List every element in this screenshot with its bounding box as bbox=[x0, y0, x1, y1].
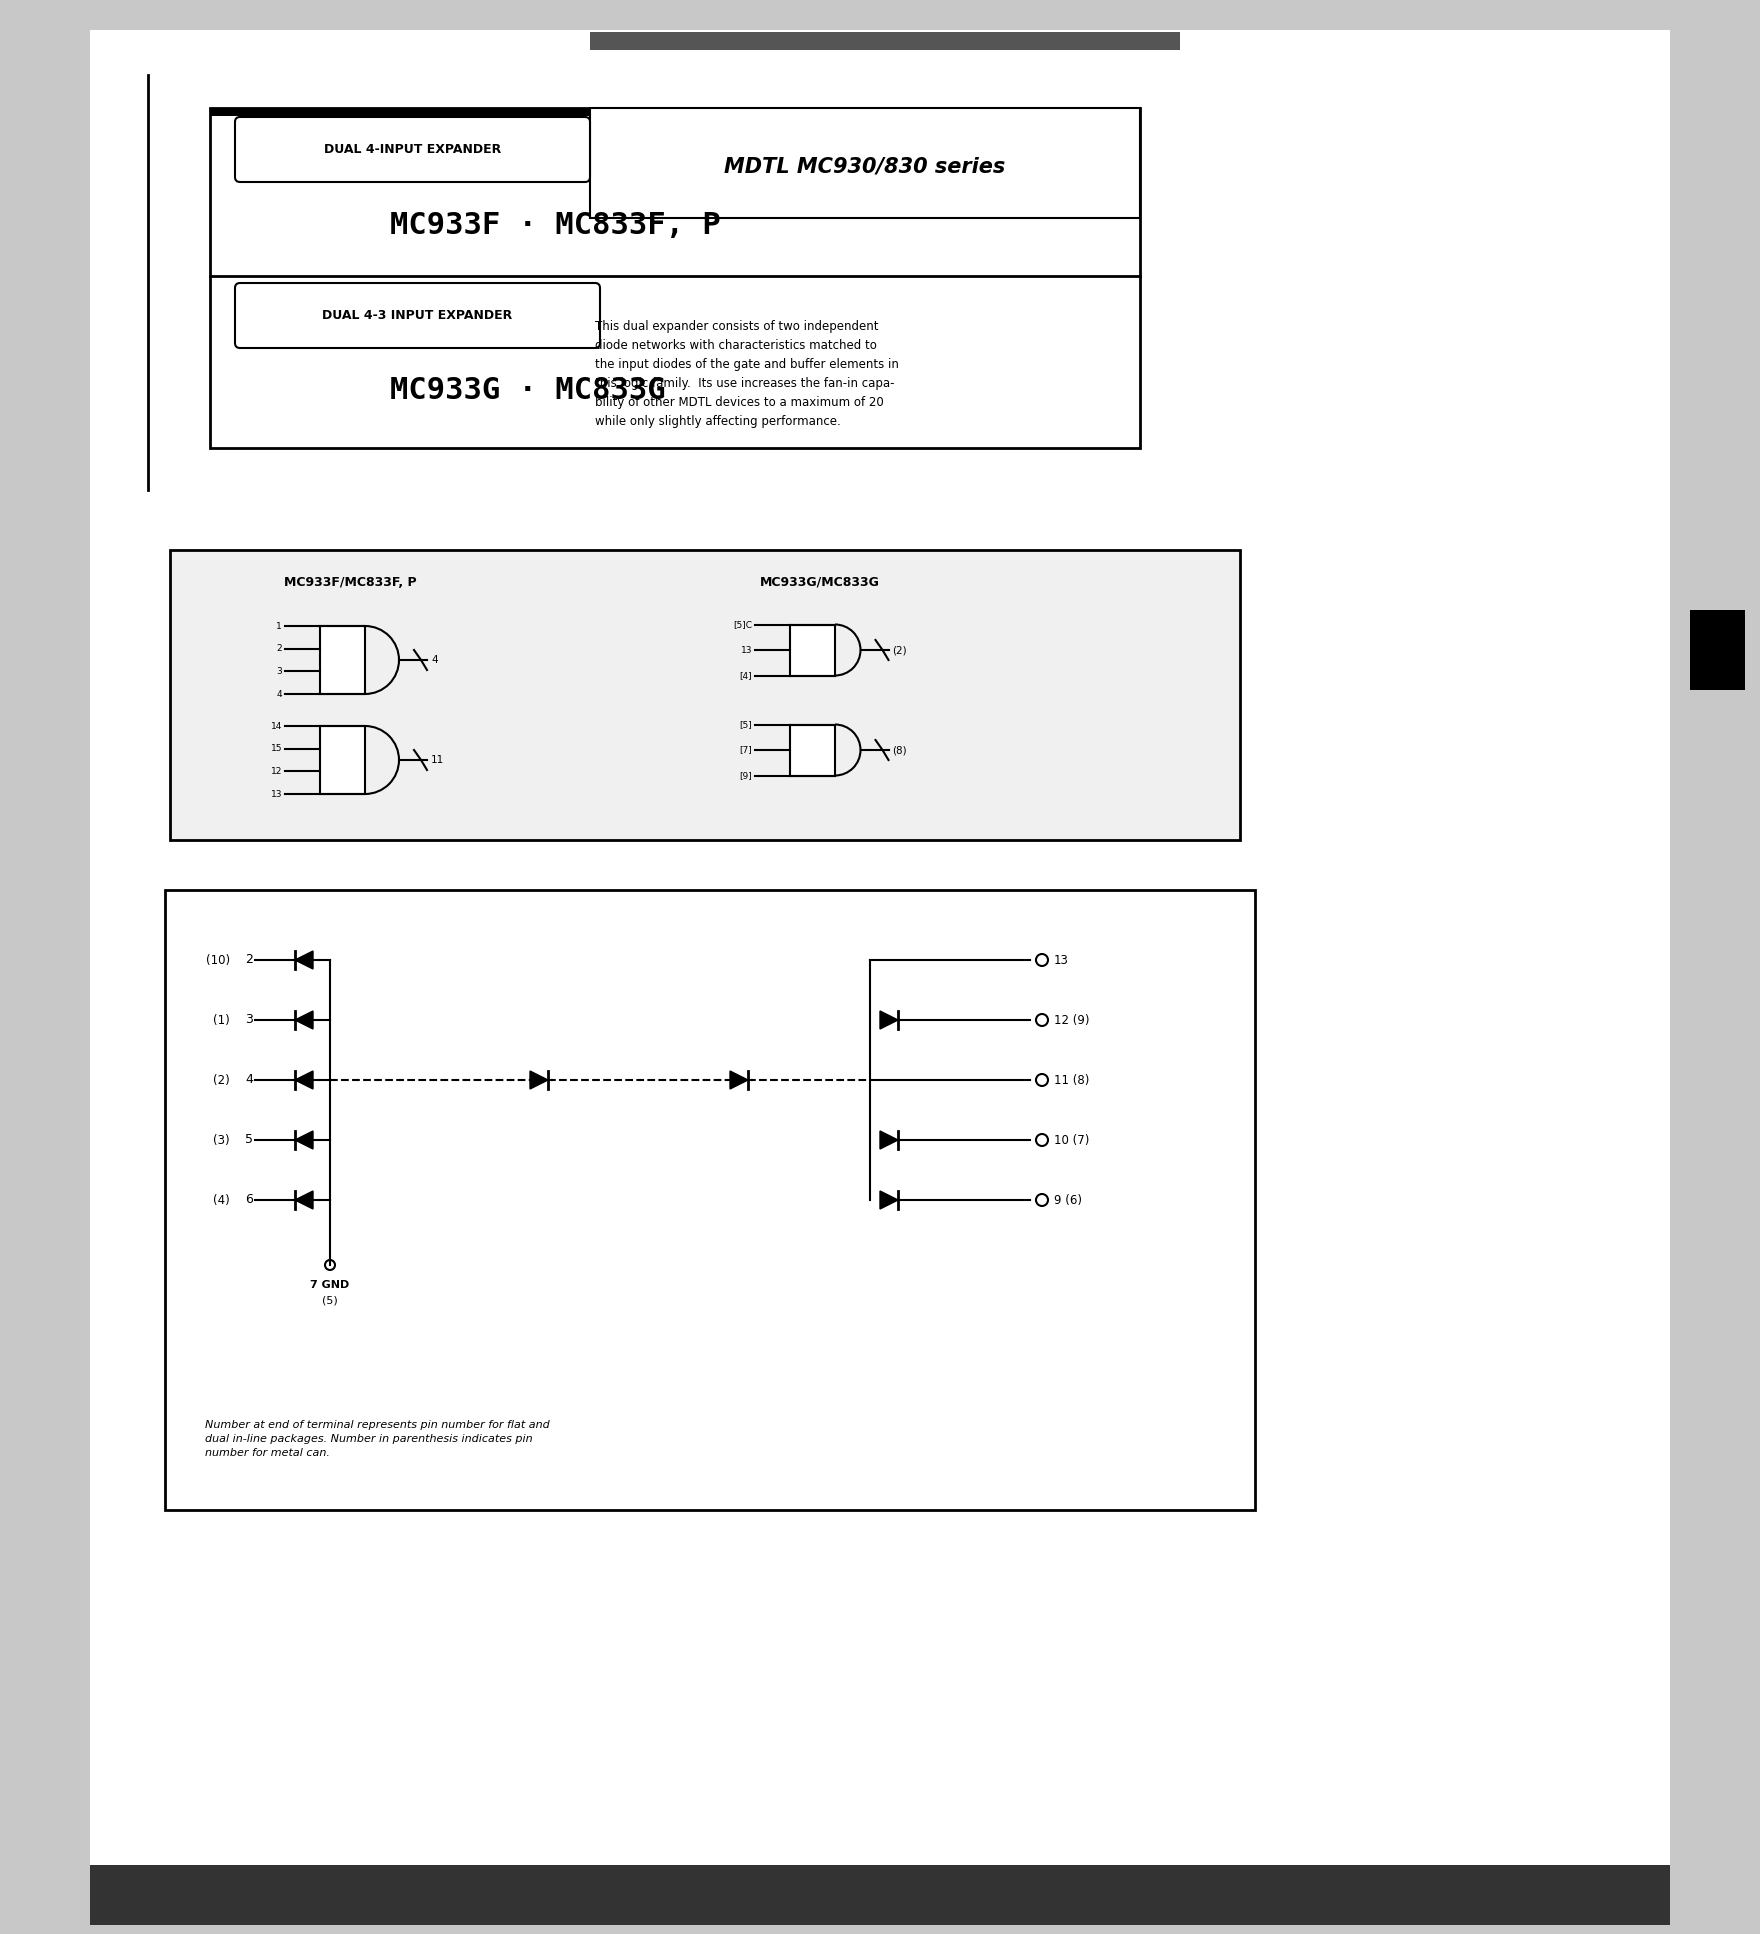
Text: 11 (8): 11 (8) bbox=[1054, 1073, 1089, 1087]
Text: (2): (2) bbox=[892, 646, 906, 656]
Text: 6: 6 bbox=[245, 1193, 253, 1205]
Polygon shape bbox=[296, 1191, 313, 1209]
FancyBboxPatch shape bbox=[236, 282, 600, 348]
Text: 5: 5 bbox=[245, 1133, 253, 1145]
Polygon shape bbox=[530, 1071, 547, 1089]
Bar bbox=[320, 627, 364, 694]
Bar bbox=[590, 108, 1140, 219]
FancyBboxPatch shape bbox=[236, 116, 590, 182]
Text: 11: 11 bbox=[431, 754, 444, 766]
Bar bbox=[1690, 609, 1744, 690]
Text: 2: 2 bbox=[276, 644, 282, 654]
Text: [4]: [4] bbox=[739, 671, 752, 681]
Circle shape bbox=[1037, 1073, 1047, 1087]
Text: MC933F · MC833F, P: MC933F · MC833F, P bbox=[391, 211, 722, 240]
Text: MC933G/MC833G: MC933G/MC833G bbox=[760, 576, 880, 588]
Polygon shape bbox=[880, 1011, 898, 1029]
Circle shape bbox=[1037, 953, 1047, 965]
Circle shape bbox=[1037, 1133, 1047, 1147]
Bar bbox=[165, 890, 1255, 1510]
Bar bbox=[209, 108, 1140, 116]
Text: DUAL 4-3 INPUT EXPANDER: DUAL 4-3 INPUT EXPANDER bbox=[322, 309, 512, 321]
Text: 14: 14 bbox=[271, 721, 282, 731]
Text: MC933F/MC833F, P: MC933F/MC833F, P bbox=[283, 576, 417, 588]
Text: [5]C: [5]C bbox=[732, 621, 752, 629]
Text: 13: 13 bbox=[271, 789, 282, 799]
Text: 4: 4 bbox=[431, 656, 438, 665]
Circle shape bbox=[1037, 1013, 1047, 1027]
Bar bbox=[320, 725, 364, 795]
Bar bbox=[590, 33, 1179, 50]
Text: 4: 4 bbox=[245, 1073, 253, 1085]
Text: 13: 13 bbox=[741, 646, 752, 654]
Polygon shape bbox=[296, 952, 313, 969]
Text: 10 (7): 10 (7) bbox=[1054, 1133, 1089, 1147]
Text: [9]: [9] bbox=[739, 772, 752, 779]
Text: MDTL MC930/830 series: MDTL MC930/830 series bbox=[725, 157, 1005, 176]
Circle shape bbox=[1037, 1193, 1047, 1207]
Text: 12 (9): 12 (9) bbox=[1054, 1013, 1089, 1027]
Text: (10): (10) bbox=[206, 953, 231, 967]
Text: MC933G · MC833G: MC933G · MC833G bbox=[391, 375, 665, 404]
Text: Number at end of terminal represents pin number for flat and
dual in-line packag: Number at end of terminal represents pin… bbox=[204, 1420, 549, 1458]
Polygon shape bbox=[880, 1191, 898, 1209]
Text: 7 GND: 7 GND bbox=[310, 1280, 350, 1290]
Text: 1: 1 bbox=[276, 621, 282, 630]
Bar bbox=[209, 108, 1140, 449]
Text: DUAL 4-INPUT EXPANDER: DUAL 4-INPUT EXPANDER bbox=[324, 143, 502, 157]
Text: 15: 15 bbox=[271, 745, 282, 752]
Text: (3): (3) bbox=[213, 1133, 231, 1147]
Text: [7]: [7] bbox=[739, 745, 752, 754]
Text: 9 (6): 9 (6) bbox=[1054, 1193, 1082, 1207]
Bar bbox=[171, 549, 1241, 839]
Bar bbox=[90, 1864, 1670, 1924]
Text: (8): (8) bbox=[892, 745, 906, 754]
Text: (2): (2) bbox=[213, 1073, 231, 1087]
Bar bbox=[790, 725, 834, 776]
Text: 3: 3 bbox=[245, 1013, 253, 1025]
Text: [5]: [5] bbox=[739, 719, 752, 729]
Text: 2: 2 bbox=[245, 953, 253, 965]
Polygon shape bbox=[730, 1071, 748, 1089]
Text: 12: 12 bbox=[271, 768, 282, 776]
Polygon shape bbox=[296, 1011, 313, 1029]
Text: 3: 3 bbox=[276, 667, 282, 675]
Text: 13: 13 bbox=[1054, 953, 1068, 967]
Bar bbox=[790, 625, 834, 675]
Text: (5): (5) bbox=[322, 1296, 338, 1305]
Text: This dual expander consists of two independent
diode networks with characteristi: This dual expander consists of two indep… bbox=[595, 319, 899, 427]
Polygon shape bbox=[296, 1071, 313, 1089]
Bar bbox=[90, 31, 1670, 1880]
Polygon shape bbox=[296, 1131, 313, 1149]
Text: 4: 4 bbox=[276, 690, 282, 698]
Text: (4): (4) bbox=[213, 1193, 231, 1207]
Circle shape bbox=[326, 1259, 334, 1271]
Polygon shape bbox=[880, 1131, 898, 1149]
Text: (1): (1) bbox=[213, 1013, 231, 1027]
